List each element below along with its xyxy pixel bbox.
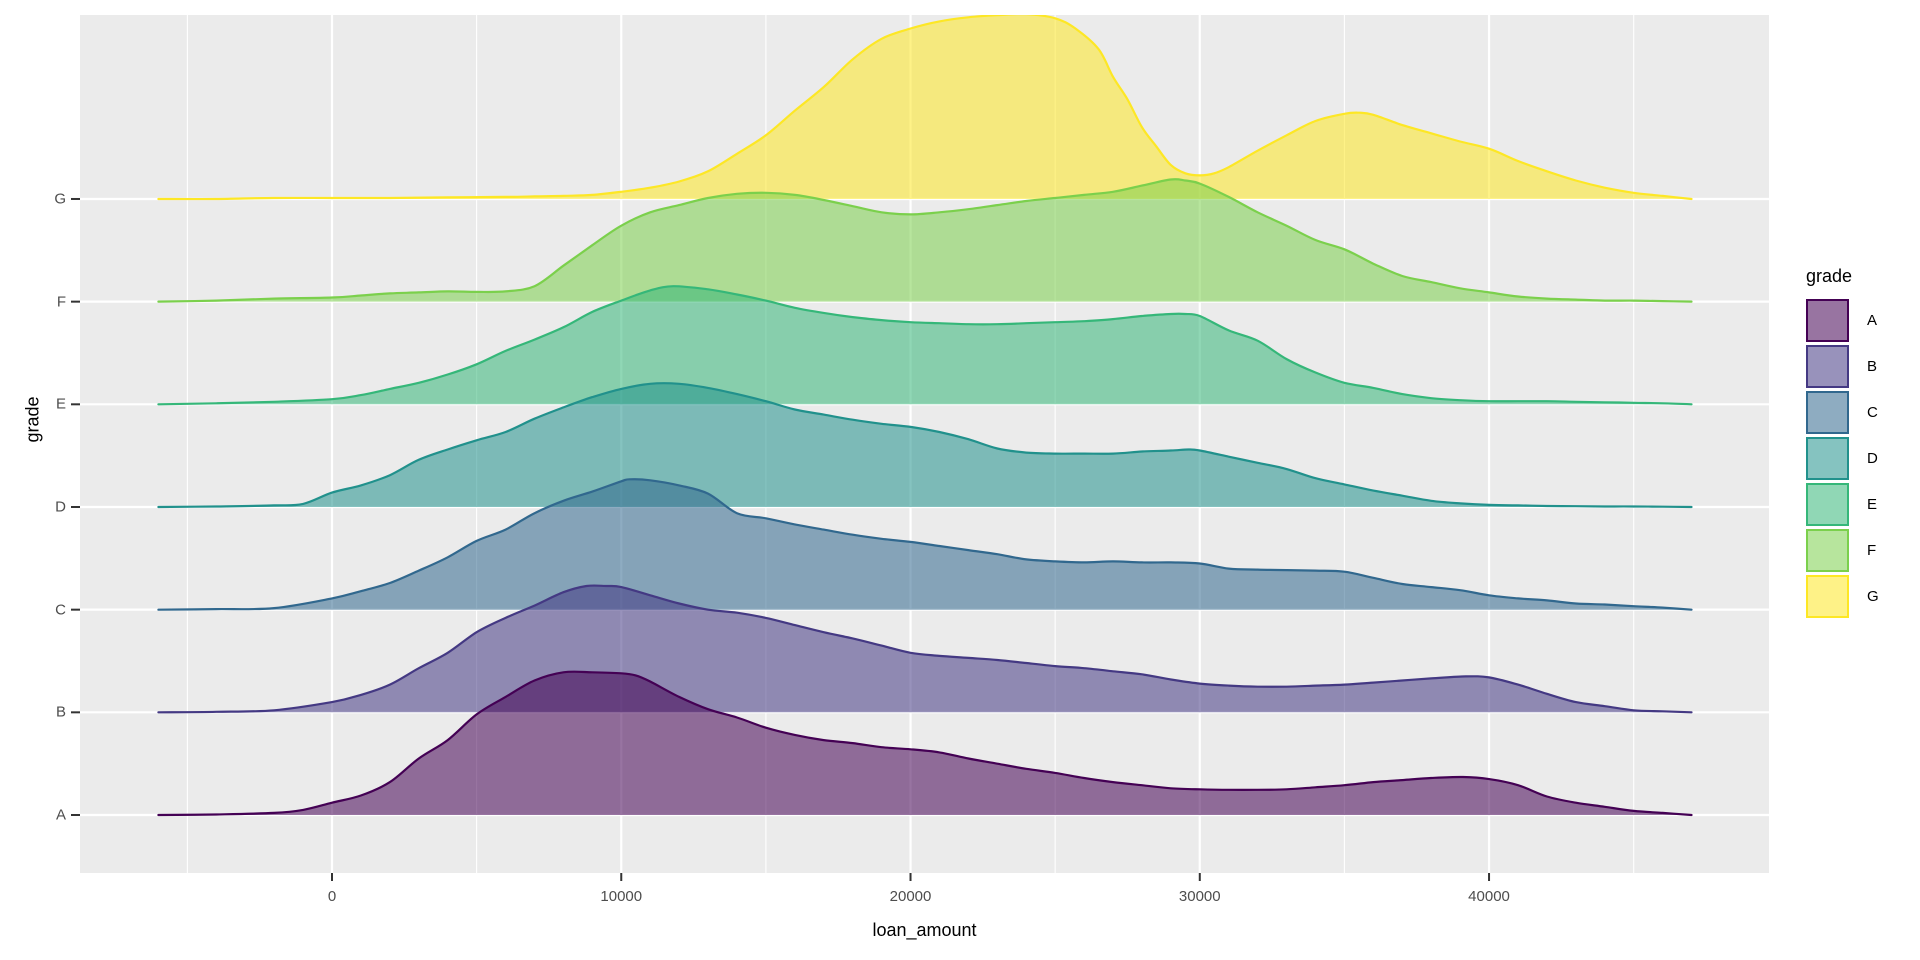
ridge-line-e bbox=[157, 285, 1693, 406]
x-axis-title: loan_amount bbox=[872, 920, 977, 940]
y-tick-label-b: B bbox=[55, 703, 66, 721]
legend: grade A B C D E F G bbox=[1806, 266, 1879, 621]
y-axis-title: grade bbox=[22, 396, 43, 443]
ridge-fill-e bbox=[158, 286, 1692, 405]
legend-swatch-e bbox=[1806, 483, 1849, 526]
y-tick-label-g: G bbox=[54, 190, 66, 208]
legend-item-b: B bbox=[1806, 345, 1879, 388]
x-tick-label-30000: 30000 bbox=[1178, 888, 1221, 905]
ridge-fill-d bbox=[158, 383, 1692, 507]
legend-item-c: C bbox=[1806, 391, 1879, 434]
y-tick-label-f: F bbox=[56, 293, 66, 311]
legend-swatch-c bbox=[1806, 391, 1849, 434]
ridge-fill-a bbox=[158, 671, 1692, 815]
x-tick-label-0: 0 bbox=[327, 888, 337, 905]
legend-item-d: D bbox=[1806, 437, 1879, 480]
x-tick-label-10000: 10000 bbox=[600, 888, 643, 905]
ridge-fill-f bbox=[158, 179, 1692, 302]
legend-swatch-g bbox=[1806, 575, 1849, 618]
axis-ticks bbox=[71, 197, 1491, 881]
legend-title: grade bbox=[1806, 266, 1853, 286]
legend-swatch-d bbox=[1806, 437, 1849, 480]
legend-swatch-b bbox=[1806, 345, 1849, 388]
ridge-line-b bbox=[157, 584, 1693, 714]
ridge-line-c bbox=[157, 478, 1693, 611]
x-tick-label-40000: 40000 bbox=[1468, 888, 1510, 905]
x-tick-label-20000: 20000 bbox=[889, 888, 932, 905]
legend-label-e: E bbox=[1867, 496, 1878, 513]
y-tick-label-a: A bbox=[55, 806, 66, 824]
ridges bbox=[157, 15, 1693, 817]
legend-swatch-f bbox=[1806, 529, 1849, 572]
legend-label-b: B bbox=[1867, 358, 1878, 375]
legend-label-d: D bbox=[1867, 450, 1878, 467]
y-tick-label-e: E bbox=[55, 395, 66, 413]
legend-item-g: G bbox=[1806, 575, 1879, 618]
legend-item-e: E bbox=[1806, 483, 1879, 526]
legend-label-f: F bbox=[1867, 542, 1877, 559]
ridge-fill-g bbox=[158, 15, 1692, 200]
legend-label-g: G bbox=[1867, 588, 1879, 605]
legend-item-a: A bbox=[1806, 299, 1879, 342]
y-tick-label-c: C bbox=[55, 601, 66, 619]
legend-items: A B C D E F G bbox=[1806, 299, 1879, 618]
y-tick-label-d: D bbox=[55, 498, 66, 516]
ridge-line-f bbox=[157, 178, 1693, 303]
ridge-line-d bbox=[157, 382, 1693, 509]
legend-label-c: C bbox=[1867, 404, 1878, 421]
ridge-line-g bbox=[157, 15, 1693, 201]
legend-item-f: F bbox=[1806, 529, 1879, 572]
legend-swatch-a bbox=[1806, 299, 1849, 342]
legend-label-a: A bbox=[1867, 312, 1878, 329]
ridge-line-a bbox=[157, 670, 1693, 817]
